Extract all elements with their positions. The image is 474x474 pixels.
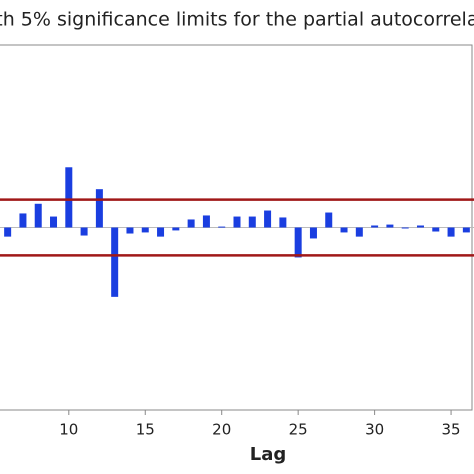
bar — [157, 227, 165, 237]
bar — [371, 225, 379, 228]
bar — [309, 227, 317, 239]
bar — [126, 227, 134, 234]
bar — [141, 227, 149, 233]
bar — [264, 210, 272, 228]
bar — [401, 227, 409, 229]
bar — [19, 213, 27, 228]
bar — [111, 227, 119, 297]
bar — [386, 224, 394, 228]
bar — [447, 227, 455, 237]
x-tick-label: 10 — [59, 421, 78, 439]
bar — [50, 216, 58, 228]
bar — [187, 219, 195, 228]
bar — [279, 217, 287, 228]
bar — [294, 227, 302, 258]
bar — [248, 216, 256, 228]
bar — [80, 227, 88, 236]
x-tick-label: 30 — [365, 421, 384, 439]
bar — [202, 215, 210, 228]
chart-title: ith 5% significance limits for the parti… — [0, 9, 474, 31]
x-tick-label: 35 — [442, 421, 461, 439]
x-tick-label: 20 — [212, 421, 231, 439]
bar — [325, 212, 333, 228]
bar — [65, 167, 73, 228]
bar — [172, 227, 180, 231]
bar — [233, 216, 241, 228]
bar — [34, 203, 42, 228]
bar — [95, 189, 103, 228]
bar — [416, 225, 424, 228]
bar — [432, 227, 440, 232]
bar — [4, 227, 12, 237]
bar — [340, 227, 348, 233]
x-axis-label: Lag — [250, 444, 287, 465]
x-tick-label: 15 — [136, 421, 155, 439]
bar — [355, 227, 363, 237]
x-tick-label: 25 — [289, 421, 308, 439]
bar — [218, 226, 226, 228]
bar — [462, 227, 470, 233]
